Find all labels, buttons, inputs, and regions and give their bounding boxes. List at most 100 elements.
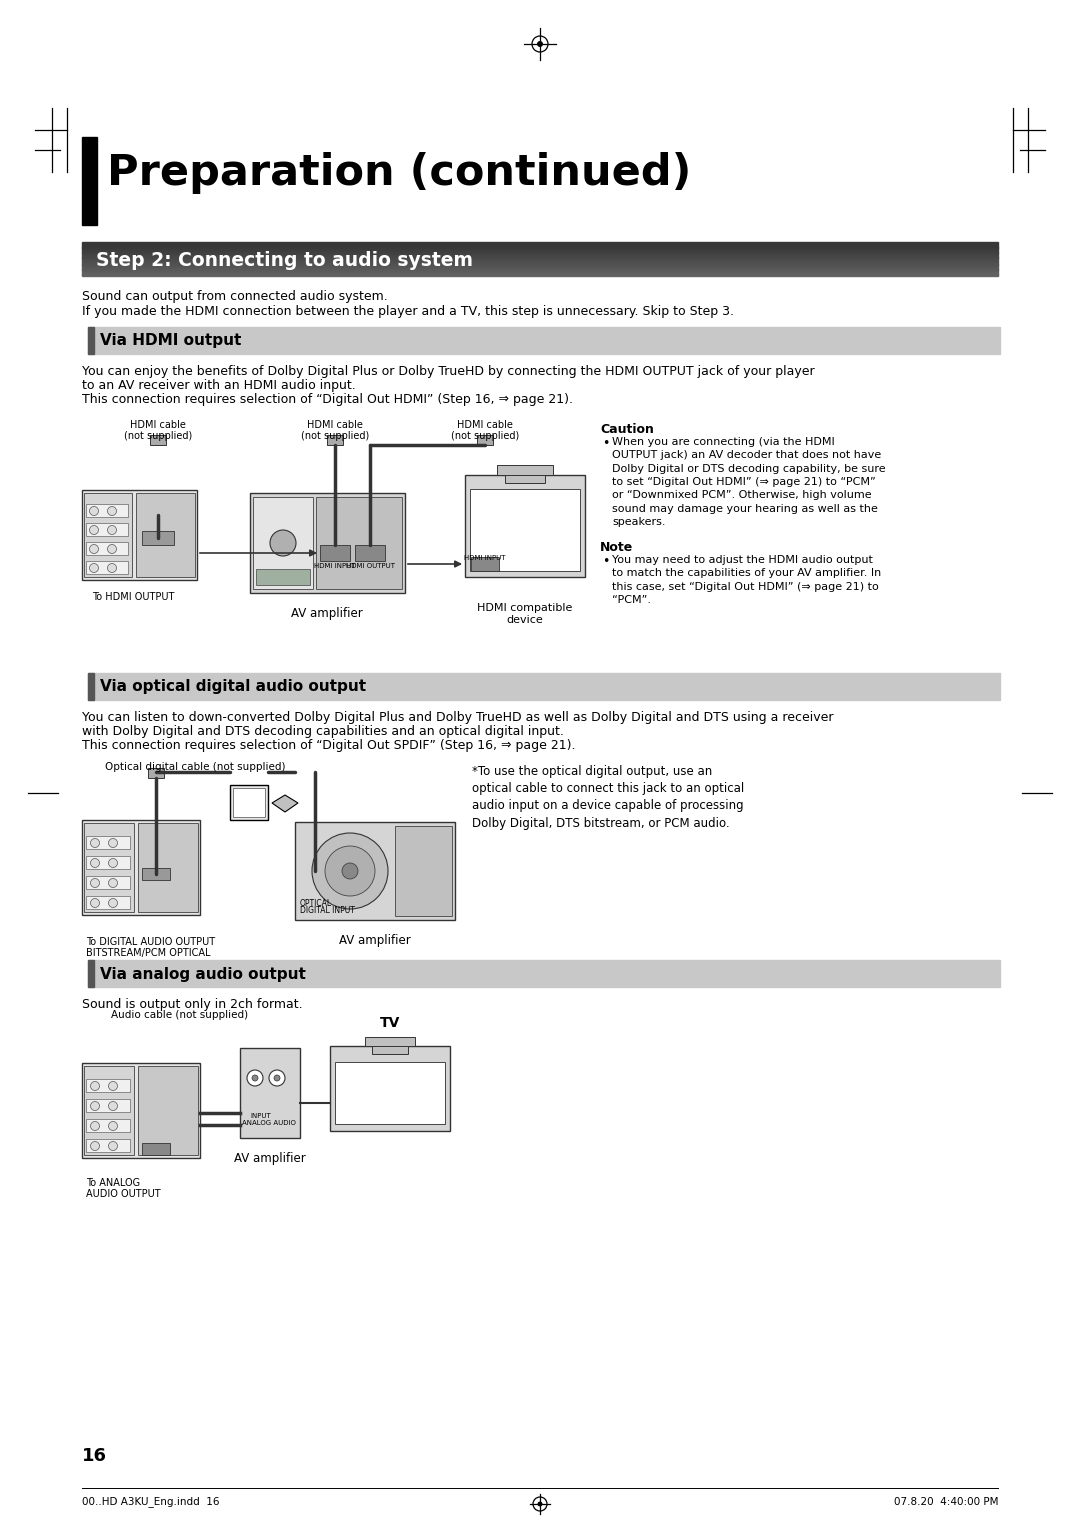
- Circle shape: [325, 847, 375, 895]
- Text: To HDMI OUTPUT: To HDMI OUTPUT: [92, 591, 174, 602]
- Bar: [471, 558, 499, 571]
- Bar: [86, 856, 130, 869]
- Text: You can enjoy the benefits of Dolby Digital Plus or Dolby TrueHD by connecting t: You can enjoy the benefits of Dolby Digi…: [82, 365, 814, 377]
- Circle shape: [342, 863, 357, 879]
- Bar: [141, 1143, 170, 1155]
- Circle shape: [108, 526, 117, 535]
- Bar: [82, 257, 998, 258]
- Text: HDMI OUTPUT: HDMI OUTPUT: [346, 562, 394, 568]
- Bar: [87, 672, 1000, 700]
- Bar: [138, 1067, 198, 1155]
- Bar: [256, 568, 310, 585]
- Circle shape: [108, 1141, 118, 1151]
- Bar: [335, 1062, 445, 1125]
- Bar: [86, 1118, 130, 1132]
- Text: 00..HD A3KU_Eng.indd  16: 00..HD A3KU_Eng.indd 16: [82, 1496, 219, 1508]
- Bar: [365, 1038, 415, 1047]
- Bar: [82, 244, 998, 246]
- Bar: [141, 532, 174, 545]
- Text: ANALOG AUDIO: ANALOG AUDIO: [242, 1120, 296, 1126]
- Circle shape: [108, 1122, 118, 1131]
- Text: Optical digital cable (not supplied): Optical digital cable (not supplied): [105, 762, 285, 772]
- Bar: [86, 1138, 130, 1152]
- Bar: [249, 494, 405, 593]
- Text: Via analog audio output: Via analog audio output: [100, 967, 306, 981]
- Bar: [330, 1047, 450, 1131]
- Bar: [82, 260, 998, 261]
- Text: If you made the HDMI connection between the player and a TV, this step is unnece: If you made the HDMI connection between …: [82, 306, 734, 318]
- Text: device: device: [507, 614, 543, 625]
- Circle shape: [90, 544, 98, 553]
- Polygon shape: [272, 795, 298, 811]
- Circle shape: [91, 1082, 99, 1091]
- Bar: [465, 475, 585, 578]
- Circle shape: [91, 879, 99, 888]
- Text: HDMI INPUT: HDMI INPUT: [464, 555, 505, 561]
- Circle shape: [108, 564, 117, 573]
- Circle shape: [537, 41, 543, 47]
- Bar: [82, 257, 998, 260]
- Circle shape: [108, 506, 117, 515]
- Text: DIGITAL INPUT: DIGITAL INPUT: [300, 906, 355, 915]
- Circle shape: [108, 1082, 118, 1091]
- Text: OPTICAL: OPTICAL: [300, 898, 333, 908]
- Bar: [84, 1067, 134, 1155]
- Text: Sound can output from connected audio system.: Sound can output from connected audio sy…: [82, 290, 388, 303]
- Text: HDMI cable: HDMI cable: [130, 420, 186, 429]
- Bar: [355, 545, 384, 561]
- Circle shape: [108, 859, 118, 868]
- Bar: [141, 868, 170, 880]
- Bar: [86, 561, 129, 575]
- Text: You can listen to down-converted Dolby Digital Plus and Dolby TrueHD as well as : You can listen to down-converted Dolby D…: [82, 711, 834, 724]
- Text: You may need to adjust the HDMI audio output
to match the capabilities of your A: You may need to adjust the HDMI audio ou…: [612, 555, 881, 605]
- Bar: [327, 435, 343, 445]
- Bar: [82, 251, 998, 254]
- Text: INPUT: INPUT: [249, 1112, 271, 1118]
- Text: TV: TV: [380, 1016, 401, 1030]
- Text: AV amplifier: AV amplifier: [339, 934, 410, 947]
- Circle shape: [108, 1102, 118, 1111]
- Bar: [497, 465, 553, 475]
- Bar: [477, 435, 492, 445]
- Bar: [82, 241, 998, 244]
- Circle shape: [91, 859, 99, 868]
- Text: HDMI compatible: HDMI compatible: [477, 604, 572, 613]
- Circle shape: [91, 839, 99, 848]
- Bar: [82, 274, 998, 275]
- Bar: [230, 785, 268, 821]
- Bar: [320, 545, 350, 561]
- Bar: [82, 246, 998, 248]
- Bar: [82, 249, 998, 251]
- Bar: [82, 252, 998, 254]
- Text: HDMI INPUT: HDMI INPUT: [314, 562, 355, 568]
- Bar: [136, 494, 195, 578]
- Bar: [240, 1048, 300, 1138]
- Bar: [233, 788, 265, 817]
- Bar: [505, 469, 545, 483]
- Bar: [84, 494, 132, 578]
- Circle shape: [90, 506, 98, 515]
- Text: Preparation (continued): Preparation (continued): [107, 151, 691, 194]
- Text: BITSTREAM/PCM OPTICAL: BITSTREAM/PCM OPTICAL: [86, 947, 211, 958]
- Text: To DIGITAL AUDIO OUTPUT: To DIGITAL AUDIO OUTPUT: [86, 937, 215, 947]
- Text: AV amplifier: AV amplifier: [292, 607, 363, 620]
- Circle shape: [91, 1122, 99, 1131]
- Circle shape: [274, 1076, 280, 1080]
- Bar: [82, 264, 998, 266]
- Text: AV amplifier: AV amplifier: [234, 1152, 306, 1164]
- Bar: [82, 269, 998, 270]
- Text: (not supplied): (not supplied): [124, 431, 192, 442]
- Circle shape: [90, 526, 98, 535]
- Bar: [372, 1042, 408, 1054]
- Circle shape: [91, 1141, 99, 1151]
- Text: •: •: [602, 555, 609, 568]
- Bar: [86, 836, 130, 850]
- Text: Step 2: Connecting to audio system: Step 2: Connecting to audio system: [96, 251, 473, 269]
- Bar: [82, 263, 998, 264]
- Text: Audio cable (not supplied): Audio cable (not supplied): [111, 1010, 248, 1021]
- Bar: [87, 327, 1000, 354]
- Text: This connection requires selection of “Digital Out SPDIF” (Step 16, ⇒ page 21).: This connection requires selection of “D…: [82, 740, 576, 752]
- Text: (not supplied): (not supplied): [450, 431, 519, 442]
- Bar: [253, 497, 313, 588]
- Circle shape: [108, 898, 118, 908]
